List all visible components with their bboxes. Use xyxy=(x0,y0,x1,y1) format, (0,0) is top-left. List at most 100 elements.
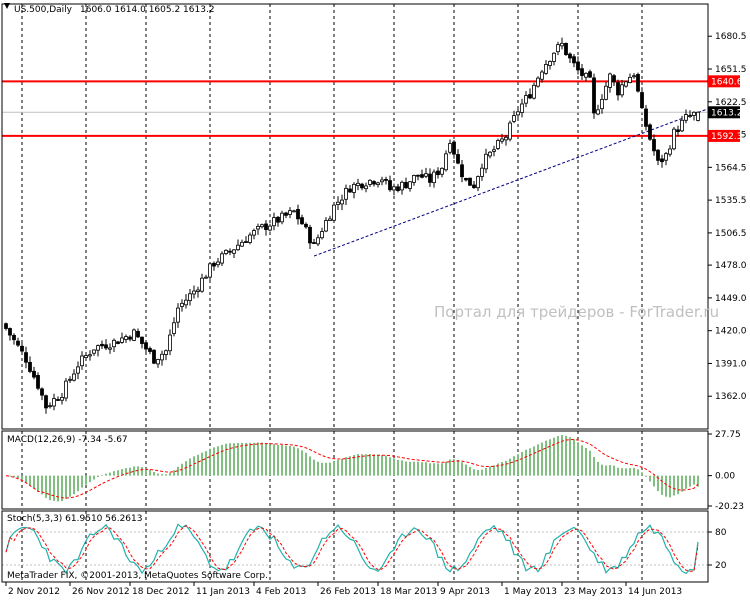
candle xyxy=(548,60,552,70)
candle-body-bull xyxy=(608,73,612,88)
stoch-axis-label: 80 xyxy=(715,528,727,538)
candle-body-bull xyxy=(108,347,112,350)
candle xyxy=(156,358,160,368)
candle xyxy=(436,167,440,179)
candle xyxy=(88,350,92,361)
candle xyxy=(184,294,188,309)
candle-body-bull xyxy=(664,153,668,161)
candle-body-bear xyxy=(404,182,408,189)
candle xyxy=(512,110,516,124)
candle xyxy=(676,125,680,137)
candle-body-bear xyxy=(648,124,652,140)
candle xyxy=(396,183,400,193)
candle-body-bull xyxy=(488,151,492,157)
candle xyxy=(496,138,500,150)
candle-body-bull xyxy=(532,84,536,99)
candle-body-bull xyxy=(696,111,700,121)
candle-body-bull xyxy=(500,138,504,142)
candle-body-bull xyxy=(256,226,260,230)
candle-body-bear xyxy=(276,216,280,223)
candle xyxy=(332,204,336,223)
candle-body-bear xyxy=(100,343,104,347)
candle-body-bear xyxy=(244,241,248,243)
price-axis-label: 1506.5 xyxy=(715,229,747,239)
candle-body-bear xyxy=(656,149,660,161)
candle-body-bull xyxy=(492,149,496,152)
candle xyxy=(688,110,692,118)
ohlc-values: 1606.0 1614.0 1605.2 1613.2 xyxy=(80,5,215,15)
copyright-text: MetaTrader FIX, ©2001-2013, MetaQuotes S… xyxy=(7,571,268,581)
candle-body-bull xyxy=(444,153,448,171)
candle xyxy=(32,366,36,380)
candle-body-bear xyxy=(372,181,376,185)
candle-body-bear xyxy=(592,77,596,114)
candle-body-bull xyxy=(168,334,172,352)
date-axis-label: 11 Jan 2013 xyxy=(196,587,250,597)
candle-body-bull xyxy=(80,355,84,367)
candle-body-bull xyxy=(604,85,608,100)
candle xyxy=(628,73,632,84)
candle xyxy=(252,228,256,240)
candle-body-bull xyxy=(192,290,196,295)
candle xyxy=(576,56,580,75)
candle xyxy=(408,181,412,192)
candle-body-bull xyxy=(124,336,128,340)
price-axis-label: 1680.5 xyxy=(715,32,747,42)
candle xyxy=(632,73,636,79)
candle-body-bear xyxy=(140,336,144,344)
candle xyxy=(216,258,220,268)
candle-body-bull xyxy=(332,204,336,221)
candle xyxy=(16,337,20,348)
candle xyxy=(28,356,32,374)
candle xyxy=(504,135,508,146)
candle-body-bull xyxy=(412,175,416,183)
candle xyxy=(552,52,556,66)
candle xyxy=(452,140,456,159)
candle xyxy=(360,182,364,191)
candle xyxy=(400,180,404,195)
watermark: Портал для трейдеров - ForTrader.ru xyxy=(434,303,719,321)
candle xyxy=(96,344,100,357)
candle xyxy=(680,115,684,133)
candle xyxy=(604,81,608,101)
current-price-box xyxy=(708,106,740,119)
candle-body-bull xyxy=(376,182,380,186)
candle xyxy=(52,393,56,411)
candle-body-bull xyxy=(112,339,116,348)
candle xyxy=(172,317,176,337)
candle-body-bear xyxy=(576,61,580,71)
candle-body-bull xyxy=(288,210,292,215)
candle xyxy=(364,182,368,193)
candle xyxy=(656,149,660,166)
price-axis-label: 1651.5 xyxy=(715,65,747,75)
candle-body-bull xyxy=(512,115,516,122)
candle xyxy=(40,387,44,401)
candle xyxy=(440,167,444,178)
price-axis-label: 1564.5 xyxy=(715,163,747,173)
candle-body-bull xyxy=(632,75,636,78)
date-axis-label: 26 Nov 2012 xyxy=(72,587,130,597)
candle-body-bull xyxy=(252,230,256,236)
candle xyxy=(372,180,376,187)
candle-body-bull xyxy=(292,210,296,213)
stoch-main-line xyxy=(5,523,699,575)
candle xyxy=(524,91,528,108)
candle-body-bear xyxy=(580,68,584,76)
candle-body-bear xyxy=(416,174,420,177)
candle-body-bear xyxy=(420,174,424,178)
candle-body-bull xyxy=(320,231,324,239)
candle xyxy=(308,224,312,250)
candle xyxy=(316,234,320,247)
candle-body-bull xyxy=(224,249,228,255)
candle-body-bull xyxy=(584,72,588,78)
candle xyxy=(620,79,624,98)
candle xyxy=(348,184,352,193)
candle xyxy=(696,111,700,122)
candle xyxy=(612,73,616,87)
candle xyxy=(392,183,396,196)
candle xyxy=(328,215,332,222)
candle-body-bull xyxy=(340,199,344,205)
candle xyxy=(480,163,484,181)
